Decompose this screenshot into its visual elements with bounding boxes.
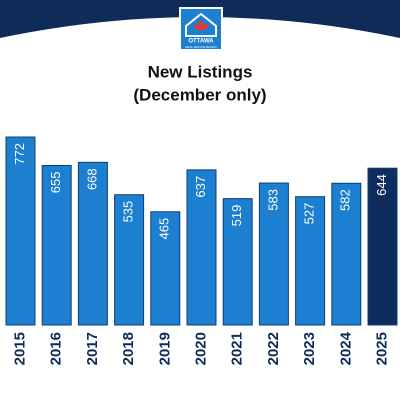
x-tick-label: 2023 — [301, 332, 318, 365]
chart-title: New Listings — [148, 62, 253, 81]
x-tick-label: 2016 — [48, 332, 65, 365]
value-label: 527 — [302, 203, 317, 225]
x-tick-label: 2018 — [120, 332, 137, 365]
bar — [331, 182, 362, 326]
value-label: 772 — [12, 143, 27, 165]
value-label: 637 — [193, 176, 208, 198]
value-label: 582 — [338, 189, 353, 211]
bar — [222, 198, 253, 326]
bar — [114, 194, 145, 326]
bar — [186, 169, 217, 326]
value-label: 655 — [48, 172, 63, 194]
x-tick-label: 2017 — [84, 332, 101, 365]
bar — [5, 136, 36, 326]
x-tick-label: 2025 — [373, 332, 390, 365]
bar — [150, 211, 181, 326]
chart-subtitle: (December only) — [133, 85, 266, 104]
value-label: 465 — [157, 218, 172, 240]
value-label: 583 — [265, 189, 280, 211]
value-label: 668 — [84, 168, 99, 190]
bar — [77, 161, 108, 326]
logo: OTTAWA REAL ESTATE BOARD — [179, 7, 223, 51]
value-label: 535 — [121, 201, 136, 223]
logo-subtitle: REAL ESTATE BOARD — [185, 45, 217, 49]
x-tick-label: 2021 — [229, 332, 246, 365]
bar — [258, 182, 289, 326]
bar — [367, 167, 398, 326]
value-label: 519 — [229, 205, 244, 227]
logo-name: OTTAWA — [188, 39, 214, 45]
x-tick-label: 2015 — [11, 332, 28, 365]
header-wave — [0, 0, 400, 38]
x-tick-label: 2022 — [265, 332, 282, 365]
x-tick-label: 2019 — [156, 332, 173, 365]
x-tick-label: 2024 — [337, 331, 354, 365]
bar — [41, 165, 72, 326]
x-tick-label: 2020 — [192, 332, 209, 365]
value-label: 644 — [374, 174, 389, 196]
bar — [295, 196, 326, 326]
